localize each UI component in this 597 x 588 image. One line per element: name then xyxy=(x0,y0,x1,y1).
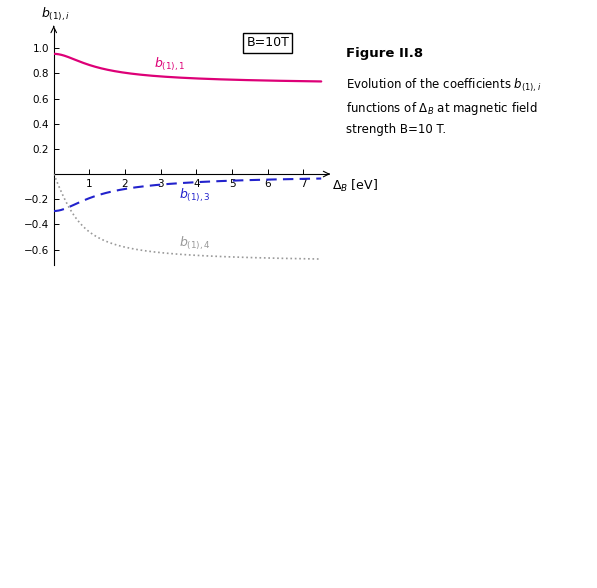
Text: $b_{(1),1}$: $b_{(1),1}$ xyxy=(153,56,185,74)
Text: strength B=10 T.: strength B=10 T. xyxy=(346,123,447,136)
Text: $\Delta_B$ [eV]: $\Delta_B$ [eV] xyxy=(332,178,378,194)
Text: B=10T: B=10T xyxy=(247,36,290,49)
Text: functions of $\Delta_B$ at magnetic field: functions of $\Delta_B$ at magnetic fiel… xyxy=(346,100,538,117)
Text: $b_{(1),3}$: $b_{(1),3}$ xyxy=(179,187,210,204)
Text: Figure II.8: Figure II.8 xyxy=(346,47,423,60)
Text: $b_{(1),i}$: $b_{(1),i}$ xyxy=(41,6,70,23)
Text: $b_{(1),4}$: $b_{(1),4}$ xyxy=(179,235,210,252)
Text: Evolution of the coefficients $b_{(1),i}$: Evolution of the coefficients $b_{(1),i}… xyxy=(346,76,541,94)
